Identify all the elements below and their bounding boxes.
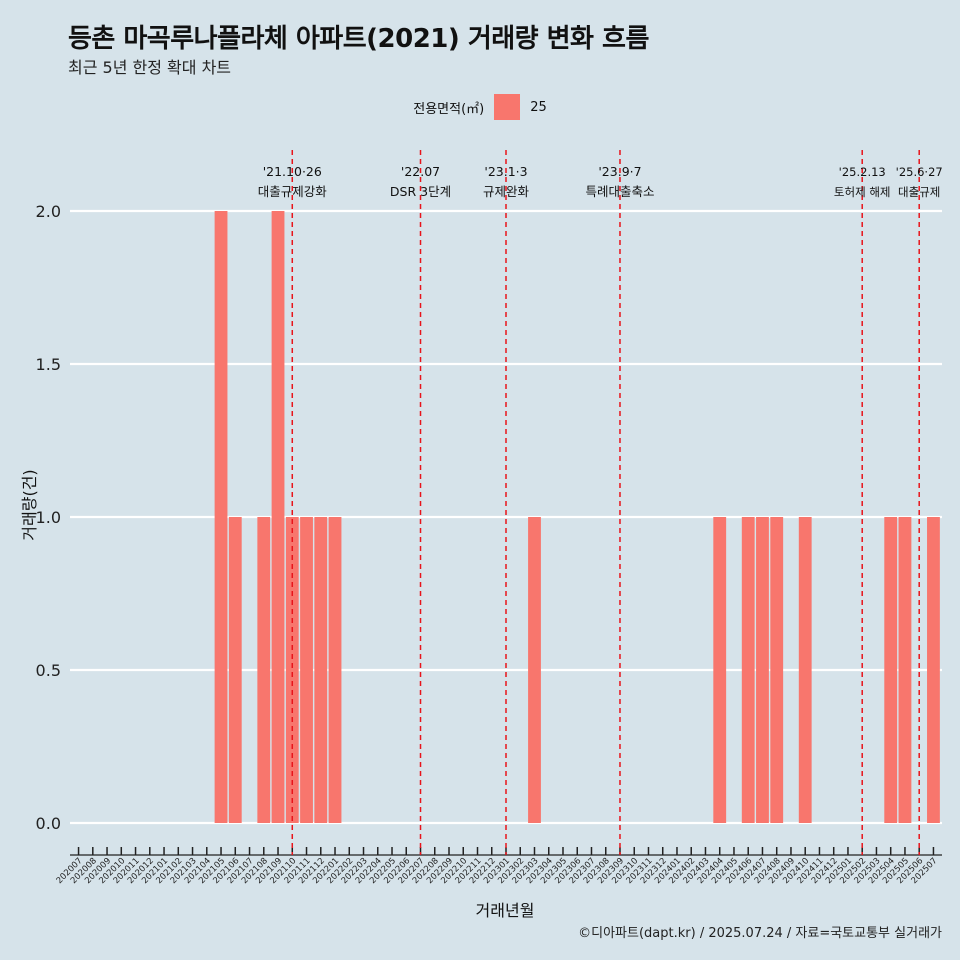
annotation-label: 특례대출축소 <box>585 184 654 199</box>
annotation-date: '22.07 <box>401 164 440 179</box>
source-caption: ©디아파트(dapt.kr) / 2025.07.24 / 자료=국토교통부 실… <box>578 926 942 941</box>
annotation-label: DSR 3단계 <box>390 184 451 199</box>
bar-202105 <box>214 211 228 823</box>
legend-label-25: 25 <box>530 99 547 115</box>
bar-202410 <box>798 517 812 823</box>
y-tick-label: 0.5 <box>36 661 61 680</box>
bar-202108 <box>257 517 271 823</box>
annotation-label: 토허제 해제 <box>834 185 891 199</box>
y-tick-label: 1.5 <box>36 355 61 374</box>
annotation-date: '23.1·3 <box>484 164 527 179</box>
bar-202303 <box>528 517 541 823</box>
annotation-label: 대출규제 <box>898 185 940 199</box>
bar-202505 <box>898 517 912 823</box>
x-axis-label: 거래년월 <box>475 901 535 920</box>
legend-title: 전용면적(㎡) <box>413 101 485 117</box>
chart-title: 등촌 마곡루나플라체 아파트(2021) 거래량 변화 흐름 <box>68 24 649 54</box>
bar-202404 <box>713 517 727 823</box>
bar-202407 <box>756 517 769 823</box>
y-tick-label: 1.0 <box>36 508 61 527</box>
bar-202106 <box>228 517 242 823</box>
annotation-date: '21.10·26 <box>263 164 322 179</box>
bar-202504 <box>884 517 898 823</box>
annotation-date: '25.6·27 <box>896 165 943 179</box>
bar-202112 <box>314 517 328 823</box>
bar-202408 <box>770 517 784 823</box>
y-tick-label: 2.0 <box>36 202 61 221</box>
annotation-date: '25.2.13 <box>839 165 886 179</box>
bar-202111 <box>300 517 313 823</box>
bar-202201 <box>328 517 342 823</box>
annotation-label: 대출규제강화 <box>258 184 328 199</box>
annotation-label: 규제완화 <box>483 184 530 199</box>
y-tick-label: 0.0 <box>36 814 61 833</box>
legend: 전용면적(㎡) 25 <box>0 94 960 120</box>
bar-202406 <box>741 517 755 823</box>
annotation-date: '23.9·7 <box>598 164 641 179</box>
y-axis-label: 거래량(건) <box>20 469 39 541</box>
chart-subtitle: 최근 5년 한정 확대 차트 <box>68 58 232 77</box>
bar-202507 <box>927 517 940 823</box>
bar-202110 <box>285 517 299 823</box>
legend-key-25 <box>494 94 521 120</box>
bar-202109 <box>271 211 285 823</box>
